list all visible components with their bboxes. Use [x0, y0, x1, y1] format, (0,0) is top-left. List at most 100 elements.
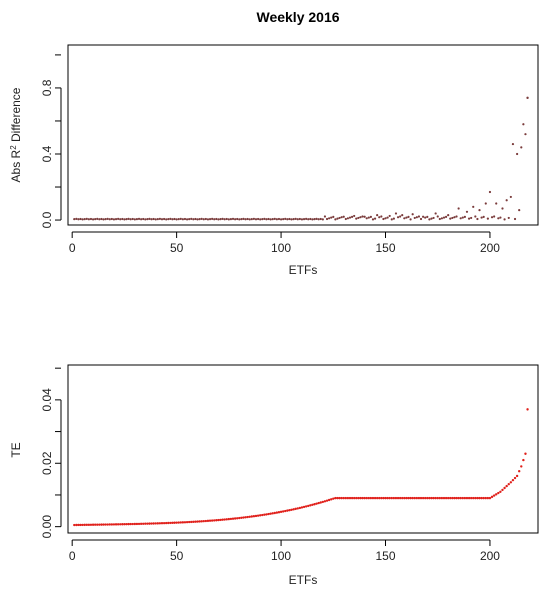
r2-point	[250, 218, 253, 221]
te-point	[461, 496, 464, 500]
te-point	[261, 513, 264, 517]
r2-point	[319, 217, 322, 221]
te-point	[334, 496, 337, 500]
te-point	[300, 506, 304, 509]
r2-point	[265, 218, 268, 221]
r2-point	[173, 217, 176, 221]
r2-point	[269, 218, 272, 221]
te-point	[288, 509, 291, 512]
r2-point	[325, 217, 329, 221]
r2-point	[244, 218, 247, 221]
te-point	[185, 520, 189, 524]
te-point	[430, 496, 433, 500]
r2-point	[231, 217, 235, 220]
te-point	[179, 521, 182, 524]
te-point	[221, 518, 224, 521]
te-point	[244, 516, 247, 519]
r2-point	[108, 218, 111, 221]
te-point	[233, 517, 237, 520]
te-point	[327, 498, 331, 502]
r2-point	[223, 218, 226, 221]
te-point	[405, 496, 408, 500]
r2-point	[179, 217, 182, 220]
te-point	[495, 493, 498, 496]
r2-point	[273, 217, 276, 220]
r2-point	[509, 195, 512, 199]
te-point	[167, 521, 170, 525]
te-point	[112, 523, 116, 526]
r2-point	[135, 218, 139, 221]
r2-point	[405, 216, 408, 219]
r2-point	[340, 216, 343, 219]
te-point	[446, 496, 450, 500]
te-point	[127, 522, 130, 526]
data-points-top	[73, 96, 529, 221]
r2-point	[236, 217, 239, 221]
te-point	[231, 517, 235, 520]
r2-point	[336, 217, 339, 220]
te-point	[421, 496, 425, 500]
y-axis-label-bottom: TE	[9, 442, 23, 457]
te-point	[486, 496, 490, 500]
r2-point	[438, 217, 441, 221]
te-point	[336, 496, 339, 500]
r2-point	[292, 218, 295, 221]
te-point	[330, 498, 333, 501]
te-point	[426, 496, 429, 500]
r2-point	[167, 218, 170, 221]
r2-point	[497, 217, 500, 220]
te-point	[89, 523, 93, 526]
r2-point	[348, 216, 352, 219]
r2-point	[160, 218, 164, 221]
te-point	[173, 521, 176, 524]
r2-point	[100, 217, 103, 221]
te-point	[444, 496, 448, 500]
r2-point	[144, 218, 147, 221]
r2-point	[277, 217, 281, 221]
r2-point	[413, 216, 416, 220]
r2-point	[217, 218, 220, 221]
r2-point	[102, 218, 105, 221]
x-tick-label: 50	[170, 241, 184, 255]
r2-point	[87, 218, 90, 221]
r2-point	[330, 216, 333, 219]
te-point	[87, 523, 91, 527]
te-point	[369, 496, 373, 500]
r2-point	[196, 218, 199, 221]
te-point	[116, 523, 120, 526]
r2-point	[94, 218, 97, 221]
te-point	[363, 496, 366, 500]
te-point	[388, 496, 391, 500]
te-point	[417, 496, 421, 500]
r2-point	[430, 217, 433, 220]
te-point	[432, 496, 435, 500]
r2-point	[221, 217, 224, 220]
te-point	[108, 523, 111, 526]
r2-point	[158, 217, 162, 220]
r2-point	[467, 217, 471, 220]
r2-point	[282, 218, 285, 221]
te-point	[463, 496, 467, 500]
y-tick-label: 0.04	[40, 388, 54, 412]
te-point	[298, 506, 302, 510]
te-point	[129, 522, 132, 526]
te-point	[98, 523, 101, 526]
te-point	[217, 518, 220, 522]
r2-point	[91, 218, 95, 221]
te-point	[169, 521, 172, 525]
y-tick-label: 0.00	[40, 515, 54, 539]
te-point	[428, 496, 431, 500]
r2-point	[305, 217, 308, 220]
te-point	[236, 517, 239, 520]
te-point	[139, 522, 143, 526]
te-point	[215, 519, 218, 522]
r2-point	[150, 218, 153, 221]
r2-point	[267, 217, 270, 221]
r2-point	[171, 218, 174, 221]
te-point	[373, 496, 377, 500]
r2-point	[428, 218, 431, 221]
te-point	[313, 503, 316, 506]
te-point	[352, 496, 356, 500]
te-point	[187, 520, 191, 524]
te-point	[359, 496, 362, 500]
